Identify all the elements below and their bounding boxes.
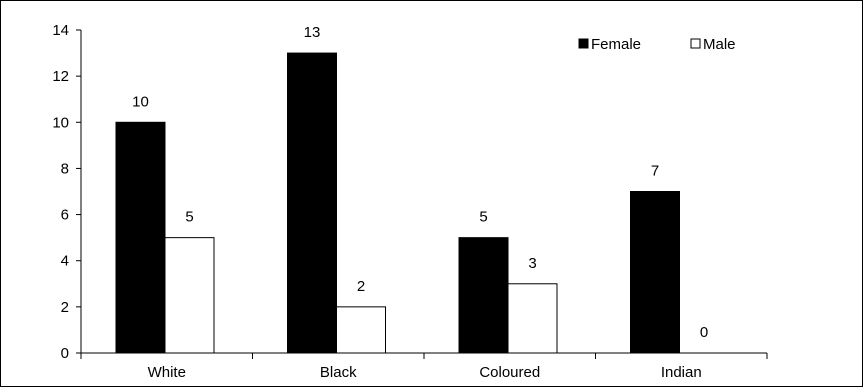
y-tick-label: 6 — [61, 207, 69, 224]
data-label: 2 — [357, 278, 365, 295]
data-label: 3 — [528, 255, 536, 272]
data-label: 5 — [479, 209, 487, 226]
data-label: 7 — [651, 163, 659, 180]
bar-female — [287, 52, 337, 354]
y-tick-label: 4 — [61, 253, 69, 270]
x-tick-label: Black — [320, 364, 357, 381]
data-label: 10 — [132, 93, 149, 110]
x-axis: White Black Coloured Indian — [80, 352, 768, 381]
y-axis: 0 2 4 6 8 10 12 14 — [52, 22, 82, 362]
bar-female — [115, 121, 166, 354]
x-tick-label: White — [148, 364, 186, 381]
data-labels: 10 13 5 7 5 2 3 0 — [132, 24, 708, 341]
legend-label-female: Female — [591, 36, 641, 53]
bars — [115, 52, 680, 354]
y-tick-label: 14 — [52, 22, 69, 39]
legend-swatch-male — [690, 38, 701, 49]
bar-male — [164, 237, 215, 354]
data-label: 0 — [700, 324, 708, 341]
legend-swatch-female — [578, 38, 589, 49]
legend: Female Male — [578, 36, 736, 53]
x-tick-label: Indian — [661, 364, 702, 381]
bar-male — [336, 306, 386, 354]
legend-label-male: Male — [703, 36, 736, 53]
bar-male — [507, 283, 558, 354]
data-label: 5 — [185, 209, 193, 226]
y-tick-label: 12 — [52, 68, 69, 85]
y-tick-label: 10 — [52, 114, 69, 131]
data-label: 13 — [304, 24, 321, 41]
x-tick-label: Coloured — [479, 364, 540, 381]
y-tick-label: 2 — [61, 299, 69, 316]
y-tick-label: 0 — [61, 345, 69, 362]
bar-female — [458, 237, 509, 354]
bar-female — [630, 191, 680, 354]
y-tick-label: 8 — [61, 160, 69, 177]
